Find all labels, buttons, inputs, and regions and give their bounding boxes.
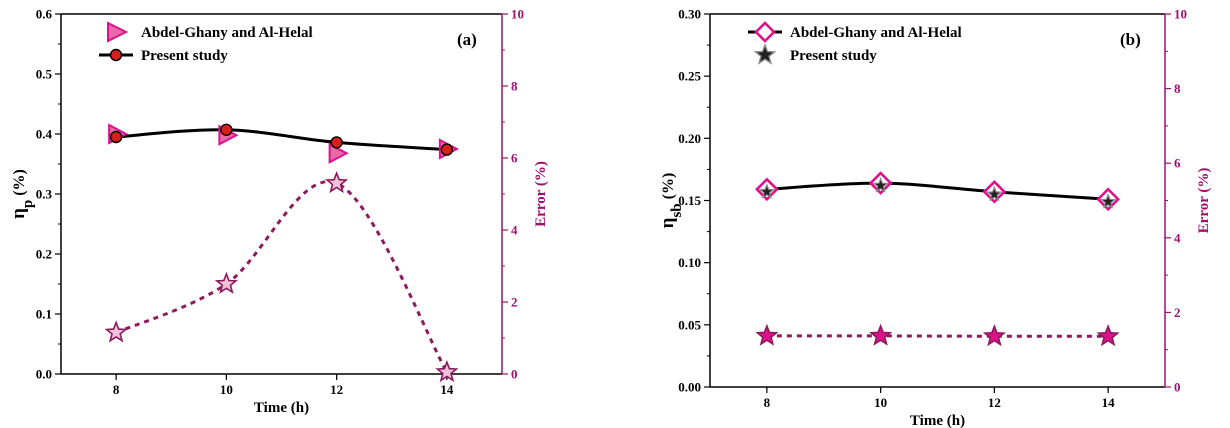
panel-label: (b) xyxy=(1120,30,1141,49)
error-point xyxy=(1096,324,1120,347)
legend-label-present-study: Present study xyxy=(141,48,228,64)
x-axis-label: Time (h) xyxy=(910,413,965,428)
present-study-point xyxy=(330,136,343,149)
chart-panel-b: 8 10 12 14 0.00 0.05 0.10 0.15 0.20 0.25 0.30 0 2 4 6 8… xyxy=(657,7,1212,428)
y2-tick-label: 6 xyxy=(511,151,518,166)
y2-tick-label: 10 xyxy=(1174,7,1187,22)
x-tick-label: 12 xyxy=(330,382,343,397)
y2-tick-label: 2 xyxy=(511,295,518,310)
y-tick-label: 0.20 xyxy=(678,131,701,146)
error-point xyxy=(324,171,349,194)
y2-tick-label: 2 xyxy=(1174,305,1181,320)
x-axis-label: Time (h) xyxy=(254,400,309,416)
x-tick-label: 12 xyxy=(988,395,1001,410)
error-point xyxy=(435,360,459,383)
y-tick-label: 0.25 xyxy=(678,69,701,84)
present-study-point xyxy=(872,176,889,193)
error-point xyxy=(868,323,893,346)
legend-marker-abdel-ghany xyxy=(754,21,776,43)
y-tick-label: 0.6 xyxy=(36,7,53,22)
y-tick-label: 0.10 xyxy=(678,255,701,270)
y-tick-label: 0.00 xyxy=(678,380,701,395)
y-tick-label: 0.0 xyxy=(36,367,52,382)
y2-tick-label: 8 xyxy=(1174,81,1181,96)
present-study-point xyxy=(440,143,454,156)
chart-panel-a: 8 10 12 14 0.0 0.1 0.2 0.3 0.4 0.5 0.6 0 2 4 6 8 10 Time … xyxy=(8,7,549,417)
y-tick-label: 0.1 xyxy=(36,307,52,322)
x-tick-label: 14 xyxy=(1102,395,1116,410)
y-axis-label: ηp (%) xyxy=(8,169,36,219)
x-tick-label: 8 xyxy=(113,382,120,397)
abdel-ghany-point xyxy=(328,142,349,164)
y-tick-label: 0.05 xyxy=(678,317,701,332)
y2-tick-label: 4 xyxy=(1174,230,1181,245)
present-study-point xyxy=(109,130,123,144)
y-tick-label: 0.30 xyxy=(678,7,701,22)
panel-label: (a) xyxy=(457,30,477,49)
y2-tick-label: 4 xyxy=(511,223,518,238)
legend-marker-present-study xyxy=(753,43,777,65)
y2-axis-label: Error (%) xyxy=(533,161,549,227)
present-study-point xyxy=(220,123,233,137)
y2-axis-label: Error (%) xyxy=(1196,168,1212,234)
y2-tick-label: 0 xyxy=(511,367,518,382)
y2-tick-label: 6 xyxy=(1174,156,1181,171)
y2-tick-label: 0 xyxy=(1174,380,1181,395)
x-tick-label: 8 xyxy=(764,395,771,410)
present-study-point xyxy=(986,185,1003,202)
x-tick-label: 14 xyxy=(440,382,454,397)
legend-marker-present-study xyxy=(109,48,123,62)
abdel-ghany-line xyxy=(766,181,1109,201)
y-tick-label: 0.3 xyxy=(36,187,53,202)
error-point xyxy=(982,324,1007,347)
y-tick-label: 0.5 xyxy=(36,67,53,82)
present-study-point xyxy=(758,183,776,199)
legend-label-present-study: Present study xyxy=(790,48,877,64)
error-point xyxy=(104,320,128,343)
present-study-point xyxy=(1099,193,1117,209)
legend-label-abdel-ghany: Abdel-Ghany and Al-Helal xyxy=(790,25,962,41)
y-axis-label: ηsb (%) xyxy=(657,173,685,229)
error-line xyxy=(115,180,449,373)
present-study-line xyxy=(116,128,447,152)
y-tick-label: 0.15 xyxy=(678,193,701,208)
y-tick-label: 0.2 xyxy=(36,247,52,262)
y2-tick-label: 10 xyxy=(511,7,524,22)
error-point xyxy=(214,271,239,294)
y-tick-label: 0.4 xyxy=(36,127,53,142)
legend-label-abdel-ghany: Abdel-Ghany and Al-Helal xyxy=(141,25,313,41)
legend-marker-abdel-ghany xyxy=(107,21,129,43)
x-tick-label: 10 xyxy=(220,382,233,397)
y2-tick-label: 8 xyxy=(511,79,518,94)
x-tick-label: 10 xyxy=(874,395,887,410)
error-point xyxy=(755,323,779,346)
